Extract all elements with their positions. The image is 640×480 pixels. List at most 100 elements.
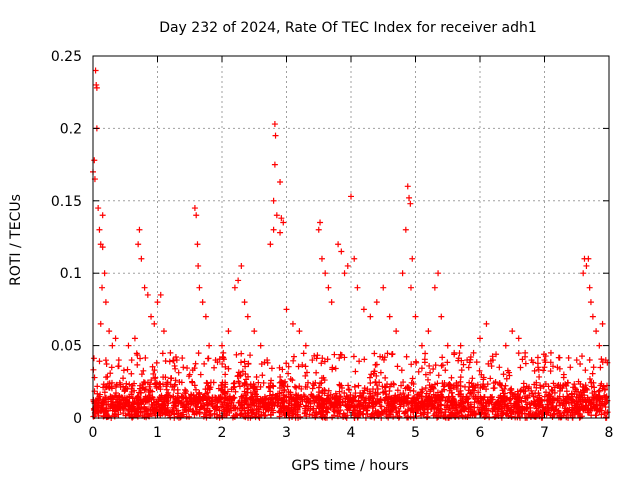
data-point [273,212,280,219]
baseline-point [136,385,143,392]
baseline-point [234,405,241,412]
baseline-point [317,402,324,409]
baseline-point [313,408,320,415]
baseline-point [388,351,395,358]
baseline-point [112,399,119,406]
baseline-point [425,394,432,401]
baseline-point [221,389,228,396]
baseline-point [313,369,320,376]
baseline-point [345,386,352,393]
data-point [547,349,554,356]
baseline-point [241,396,248,403]
baseline-point [595,388,602,395]
baseline-point [352,368,359,375]
baseline-point [266,400,273,407]
baseline-point [417,410,424,417]
data-point [583,262,590,269]
baseline-point [509,393,516,400]
baseline-point [442,397,449,404]
baseline-point [411,403,418,410]
baseline-point [277,373,284,380]
baseline-point [276,390,283,397]
baseline-point [529,390,536,397]
data-point [115,357,122,364]
baseline-point [522,393,529,400]
baseline-point [115,402,122,409]
baseline-point [134,361,141,368]
data-point [97,320,104,327]
baseline-point [218,394,225,401]
baseline-point [586,398,593,405]
baseline-point [259,372,266,379]
data-point [489,357,496,364]
data-point [270,197,277,204]
data-point [206,342,213,349]
data-point [406,194,413,201]
baseline-point [184,398,191,405]
baseline-point [442,413,449,420]
baseline-point [601,410,608,417]
baseline-point [113,407,120,414]
baseline-point [388,381,395,388]
baseline-point [602,394,609,401]
baseline-point [579,396,586,403]
baseline-point [166,358,173,365]
baseline-point [438,402,445,409]
baseline-point [295,363,302,370]
baseline-point [270,383,277,390]
data-point [554,364,561,371]
baseline-point [204,386,211,393]
baseline-point [486,400,493,407]
baseline-point [249,383,256,390]
baseline-point [450,395,457,402]
baseline-point [398,367,405,374]
chart-title: Day 232 of 2024, Rate Of TEC Index for r… [159,20,537,36]
baseline-point [366,374,373,381]
baseline-point [121,387,128,394]
baseline-point [365,395,372,402]
data-point [270,226,277,233]
baseline-point [541,364,548,371]
baseline-point [321,401,328,408]
baseline-point [222,363,229,370]
baseline-point [128,403,135,410]
baseline-point [210,379,217,386]
baseline-point [461,404,468,411]
data-point [348,193,354,200]
baseline-point [141,405,148,412]
baseline-point [550,363,557,370]
baseline-point [171,410,178,417]
baseline-point [540,351,547,358]
baseline-point [159,350,166,357]
baseline-point [447,381,454,388]
baseline-point [359,403,366,410]
baseline-point [101,389,108,396]
baseline-point [209,394,216,401]
baseline-point [269,391,276,398]
baseline-point [233,411,240,418]
data-point [322,270,329,277]
x-tick-label: 2 [218,425,227,441]
baseline-point [137,355,144,362]
data-point [535,364,542,371]
baseline-point [373,372,380,379]
baseline-point [235,369,242,376]
data-point [135,241,142,248]
baseline-point [251,411,258,418]
baseline-point [409,375,416,382]
baseline-point [471,399,478,406]
baseline-point [155,402,162,409]
baseline-point [128,370,135,377]
baseline-point [285,388,292,395]
data-point [317,219,324,226]
baseline-point [369,386,376,393]
data-point [367,313,374,320]
baseline-point [401,393,408,400]
baseline-point [104,373,111,380]
baseline-point [126,410,133,417]
baseline-point [169,407,176,414]
data-point [257,342,264,349]
baseline-point [362,396,369,403]
baseline-point [140,379,147,386]
baseline-point [166,412,173,419]
